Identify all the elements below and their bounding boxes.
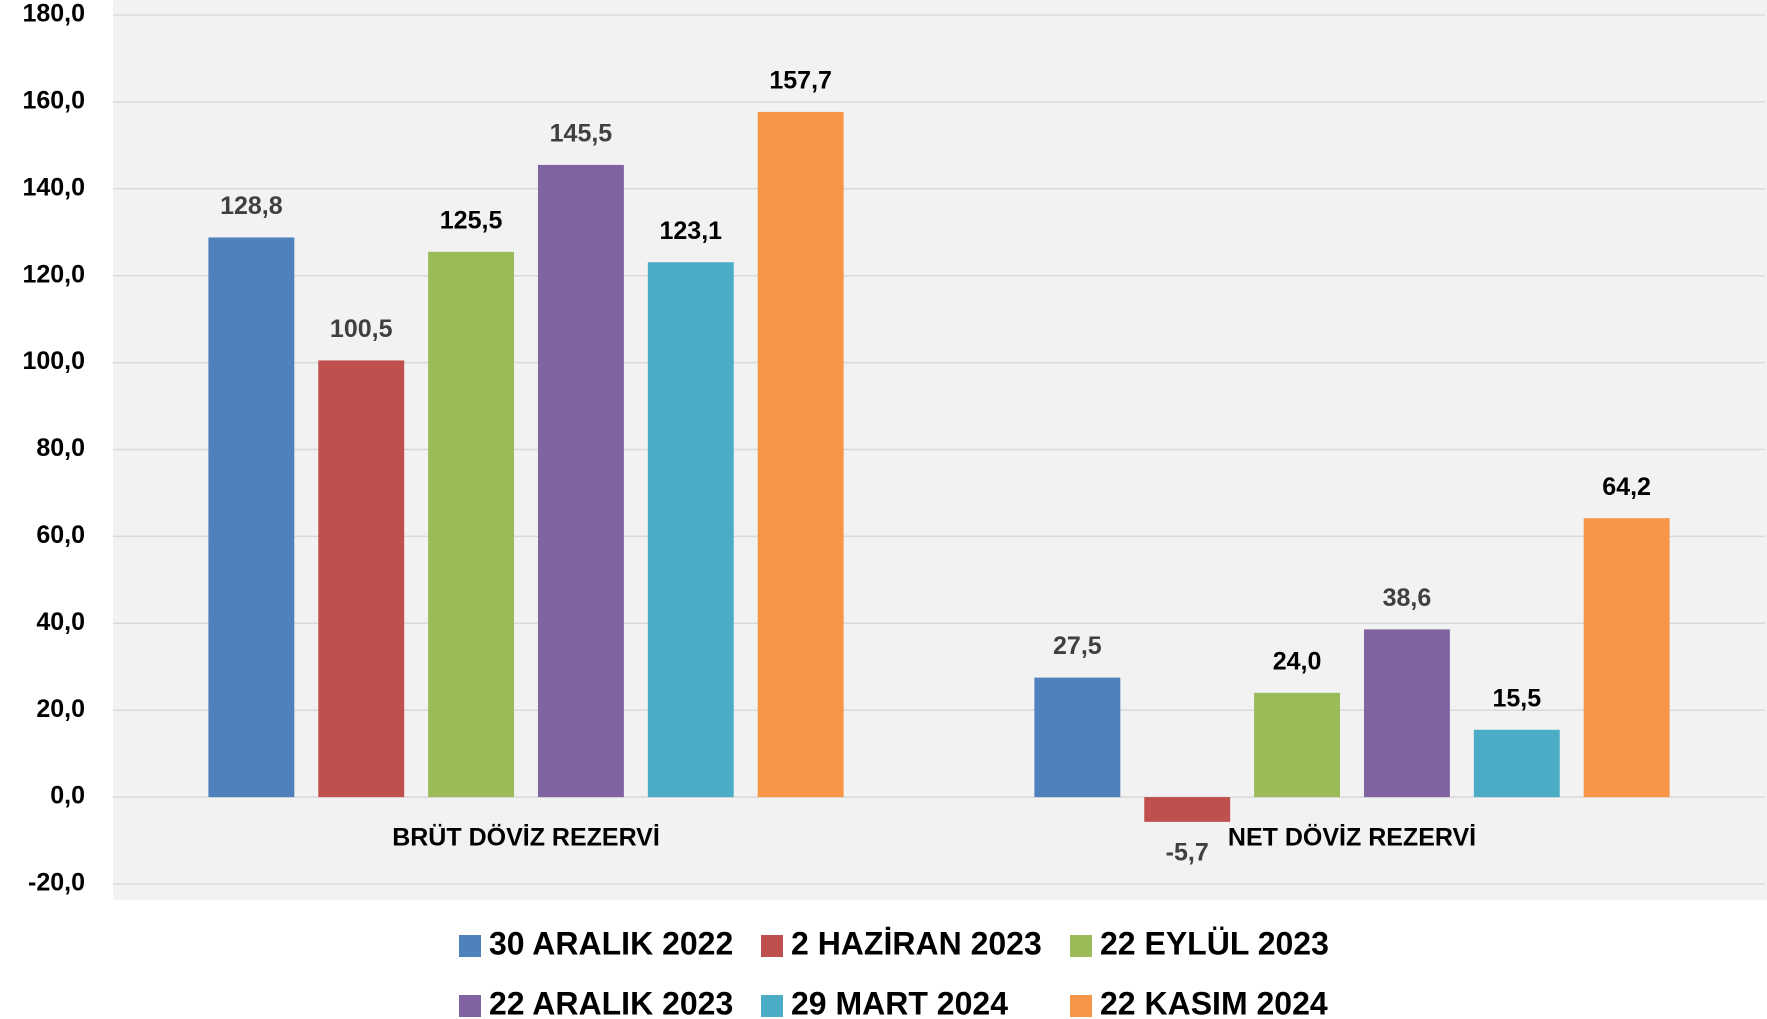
bar [647, 262, 734, 798]
x-tick-label: NET DÖVİZ REZERVİ [1228, 823, 1476, 852]
data-label: 128,8 [220, 192, 283, 220]
data-label: 24,0 [1273, 647, 1322, 675]
data-label: 38,6 [1383, 584, 1432, 612]
y-tick-label: 80,0 [36, 434, 85, 462]
bar [1144, 797, 1231, 822]
legend-swatch [459, 935, 481, 957]
bar [1034, 677, 1121, 798]
legend-swatch [1070, 935, 1092, 957]
bar [1473, 729, 1560, 798]
bar [208, 237, 295, 798]
bar [1363, 629, 1450, 798]
bar [428, 251, 515, 798]
y-tick-label: 0,0 [50, 782, 85, 810]
legend-label: 30 ARALIK 2022 [489, 925, 733, 961]
legend-label: 22 KASIM 2024 [1100, 985, 1328, 1019]
y-tick-label: 180,0 [22, 0, 85, 28]
y-tick-label: 20,0 [36, 695, 85, 723]
data-label: 125,5 [440, 206, 503, 234]
legend-swatch [1070, 995, 1092, 1017]
y-tick-label: 120,0 [22, 260, 85, 288]
legend-label: 22 EYLÜL 2023 [1100, 925, 1329, 961]
legend-label: 22 ARALIK 2023 [489, 985, 733, 1019]
data-label: 145,5 [550, 120, 613, 148]
bar [537, 164, 624, 798]
y-tick-label: 140,0 [22, 173, 85, 201]
data-label: 157,7 [769, 67, 832, 95]
data-label: 27,5 [1053, 632, 1102, 660]
bar [1583, 518, 1670, 798]
y-tick-label: 160,0 [22, 87, 85, 115]
data-label: 100,5 [330, 315, 393, 343]
bar [318, 360, 405, 798]
legend-label: 29 MART 2024 [791, 985, 1008, 1019]
legend-swatch [459, 995, 481, 1017]
y-tick-label: 60,0 [36, 521, 85, 549]
y-tick-label: 100,0 [22, 347, 85, 375]
x-tick-label: BRÜT DÖVİZ REZERVİ [392, 823, 660, 852]
bar [1254, 692, 1341, 798]
bar [757, 111, 844, 798]
data-label: 64,2 [1602, 473, 1651, 501]
legend-label: 2 HAZİRAN 2023 [791, 925, 1042, 961]
legend-swatch [761, 995, 783, 1017]
legend-swatch [761, 935, 783, 957]
data-label: 123,1 [660, 217, 723, 245]
y-tick-label: -20,0 [28, 869, 85, 897]
data-label: -5,7 [1166, 838, 1209, 866]
y-tick-label: 40,0 [36, 608, 85, 636]
data-label: 15,5 [1492, 684, 1541, 712]
